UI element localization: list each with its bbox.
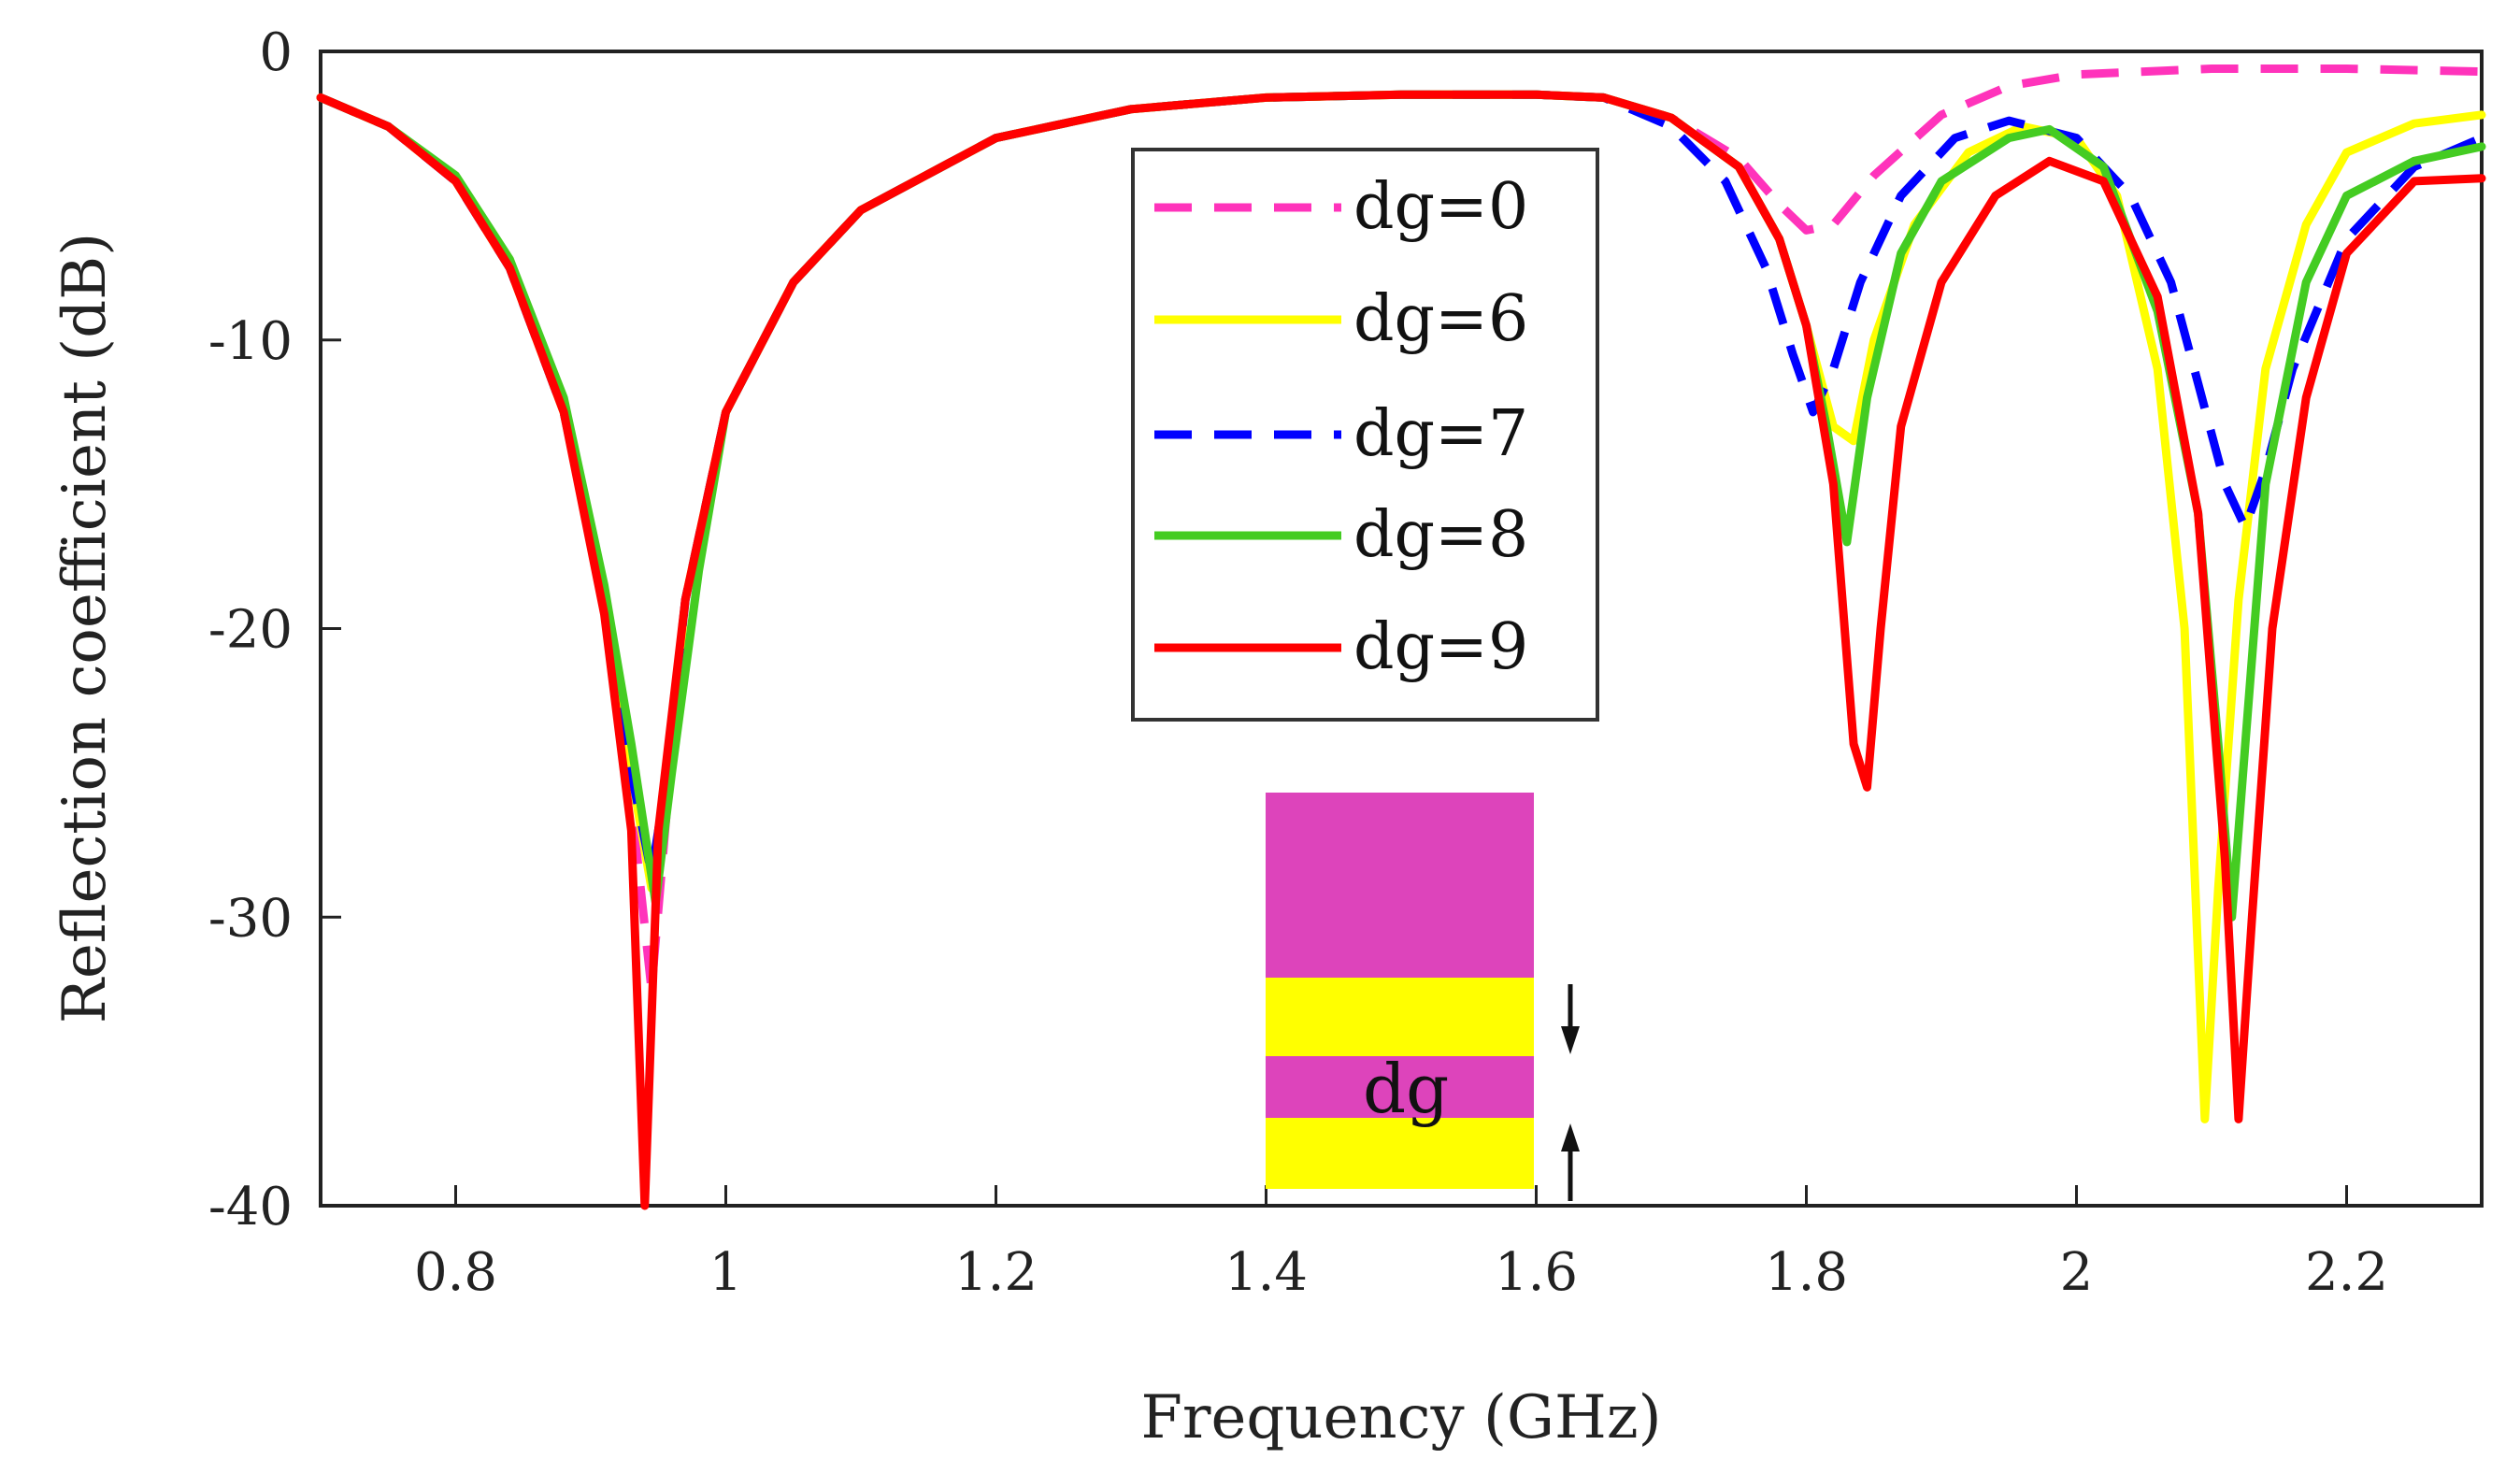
y-axis-ticks: 0 -10 -20 -30 -40 — [208, 22, 341, 1237]
y-tick-label: -40 — [208, 1177, 293, 1237]
inset-layer-yellow-upper — [1266, 978, 1534, 1056]
x-tick-label: 1.2 — [954, 1242, 1038, 1303]
arrow-down-icon — [1561, 984, 1580, 1054]
y-tick-label: 0 — [259, 22, 293, 83]
inset-layer-gap — [1266, 1056, 1534, 1118]
legend-label: dg=9 — [1353, 610, 1528, 684]
legend-entries: dg=0 dg=6 dg=7 dg=8 dg=9 — [1154, 170, 1528, 684]
series-line-dg-9 — [316, 90, 2486, 1210]
x-tick-label: 1.4 — [1224, 1242, 1308, 1303]
x-tick-label: 1.6 — [1495, 1242, 1578, 1303]
x-tick-label: 2.2 — [2305, 1242, 2388, 1303]
legend: dg=0 dg=6 dg=7 dg=8 dg=9 — [1131, 148, 1599, 722]
y-tick-label: -30 — [208, 888, 293, 949]
legend-label: dg=6 — [1353, 282, 1528, 356]
x-tick-label: 0.8 — [414, 1242, 497, 1303]
y-axis-label: Reflection coefficient (dB) — [50, 233, 120, 1023]
series-line-dg-7 — [319, 90, 2484, 879]
x-axis-label: Frequency (GHz) — [1140, 1383, 1661, 1452]
legend-label: dg=8 — [1353, 498, 1528, 572]
y-tick-label: -20 — [208, 600, 293, 661]
x-tick-label: 1.8 — [1765, 1242, 1848, 1303]
x-tick-label: 2 — [2060, 1242, 2094, 1303]
arrow-up-icon — [1561, 1123, 1580, 1201]
x-tick-label: 1 — [709, 1242, 743, 1303]
inset-dg-label: dg — [1363, 1050, 1449, 1128]
legend-box — [1131, 148, 1599, 722]
inset-diagram: dg — [1266, 793, 1580, 1201]
legend-label: dg=7 — [1353, 397, 1528, 471]
y-tick-label: -10 — [208, 311, 293, 372]
series-lines — [316, 64, 2486, 1210]
inset-layer-yellow-lower — [1266, 1118, 1534, 1189]
inset-layer-top — [1266, 793, 1534, 978]
x-axis-ticks: 0.8 1 1.2 1.4 1.6 1.8 2 2.2 — [414, 1185, 2388, 1303]
legend-label: dg=0 — [1353, 170, 1528, 244]
